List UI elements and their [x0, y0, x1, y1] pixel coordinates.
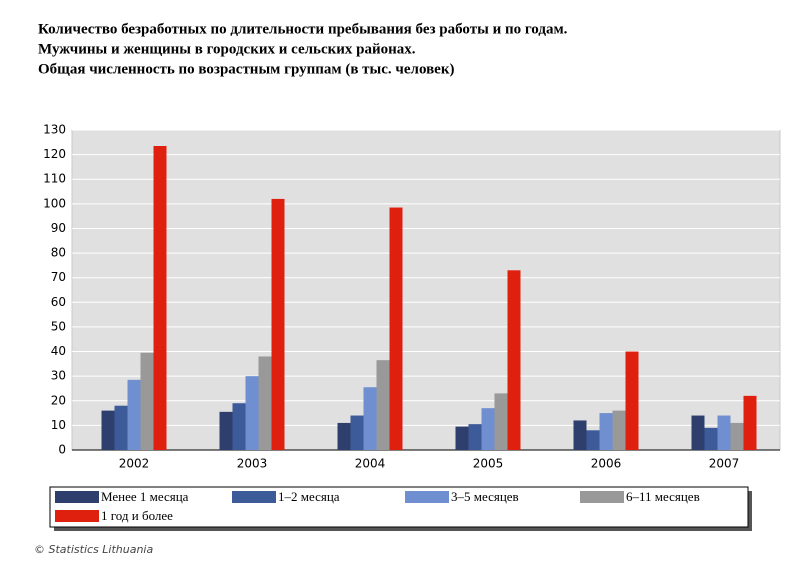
- legend-swatch: [405, 491, 449, 503]
- bar: [271, 198, 285, 450]
- bar: [219, 411, 233, 450]
- y-tick-label: 90: [51, 221, 66, 235]
- legend-swatch: [55, 491, 99, 503]
- y-tick-label: 100: [43, 196, 66, 210]
- legend-label: 3–5 месяцев: [451, 489, 519, 504]
- bar: [101, 410, 115, 450]
- source: © Statistics Lithuania: [34, 543, 153, 556]
- bar: [612, 410, 626, 450]
- bar: [730, 422, 744, 450]
- bar: [350, 415, 364, 450]
- y-tick-label: 40: [51, 344, 66, 358]
- bar: [599, 413, 613, 450]
- bar: [337, 422, 351, 450]
- bar: [625, 351, 639, 450]
- chart-title: Общая численность по возрастным группам …: [38, 61, 454, 77]
- bar: [455, 426, 469, 450]
- x-tick-label: 2004: [355, 457, 386, 471]
- y-tick-label: 60: [51, 295, 66, 309]
- bar: [232, 403, 246, 450]
- bar: [363, 387, 377, 450]
- legend-label: 1 год и более: [101, 508, 173, 523]
- y-tick-label: 80: [51, 246, 66, 260]
- bar: [586, 430, 600, 450]
- bar: [376, 360, 390, 450]
- bar: [704, 427, 718, 450]
- bar: [494, 393, 508, 450]
- y-tick-label: 30: [51, 369, 66, 383]
- y-tick-label: 120: [43, 147, 66, 161]
- legend-label: 6–11 месяцев: [626, 489, 700, 504]
- legend-label: Менее 1 месяца: [101, 489, 189, 504]
- y-tick-label: 0: [58, 443, 66, 457]
- legend-swatch: [232, 491, 276, 503]
- bar: [507, 270, 521, 450]
- bar: [153, 146, 167, 450]
- y-tick-label: 130: [43, 123, 66, 137]
- bar: [743, 395, 757, 450]
- bar: [481, 408, 495, 450]
- y-tick-label: 50: [51, 319, 66, 333]
- bar: [468, 424, 482, 450]
- y-tick-label: 10: [51, 418, 66, 432]
- x-tick-label: 2006: [591, 457, 622, 471]
- chart-title: Количество безработных по длительности п…: [38, 21, 568, 37]
- bar: [717, 415, 731, 450]
- bar: [140, 352, 154, 450]
- x-tick-label: 2007: [709, 457, 740, 471]
- plot-area: [71, 129, 781, 451]
- y-tick-label: 110: [43, 172, 66, 186]
- bar: [114, 405, 128, 450]
- legend-label: 1–2 месяца: [278, 489, 340, 504]
- bar: [389, 207, 403, 450]
- bar: [573, 420, 587, 450]
- bar: [127, 379, 141, 450]
- chart-title: Мужчины и женщины в городских и сельских…: [38, 41, 416, 57]
- bar: [245, 376, 259, 450]
- bar: [691, 415, 705, 450]
- y-tick-label: 20: [51, 393, 66, 407]
- legend: [49, 486, 749, 528]
- legend-swatch: [580, 491, 624, 503]
- x-tick-label: 2005: [473, 457, 504, 471]
- bar: [258, 356, 272, 450]
- x-tick-label: 2002: [119, 457, 150, 471]
- y-tick-label: 70: [51, 270, 66, 284]
- legend-swatch: [55, 510, 99, 522]
- x-tick-label: 2003: [237, 457, 268, 471]
